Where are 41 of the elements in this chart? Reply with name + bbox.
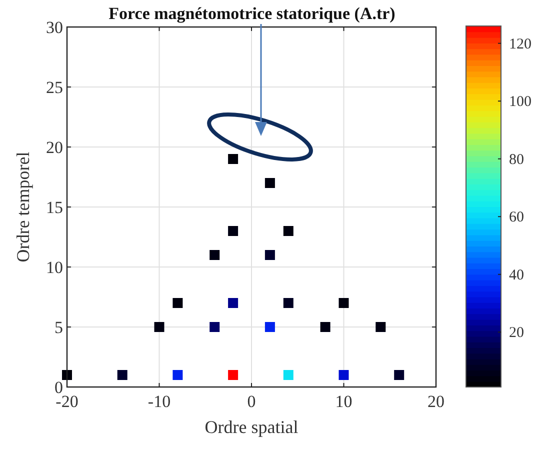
- point: [283, 226, 294, 236]
- point: [228, 154, 238, 164]
- x-tick-label: 20: [428, 392, 444, 411]
- color-bar-label: 60: [509, 210, 524, 226]
- y-axis-title: Ordre temporel: [13, 152, 33, 262]
- point: [264, 322, 275, 332]
- color-bar-label: 100: [509, 94, 532, 110]
- color-bar-label: 120: [509, 36, 532, 52]
- point: [283, 298, 294, 308]
- point: [210, 250, 220, 260]
- point: [62, 370, 72, 380]
- y-tick-label: 20: [46, 138, 63, 157]
- point: [264, 250, 275, 260]
- chart-title: Force magnétomotrice statorique (A.tr): [108, 4, 396, 23]
- point: [117, 370, 128, 380]
- y-tick-label: 10: [46, 258, 63, 277]
- point: [394, 370, 404, 380]
- point: [320, 322, 330, 332]
- point: [228, 298, 238, 308]
- point: [338, 298, 349, 308]
- point: [172, 298, 183, 308]
- point: [172, 370, 183, 380]
- point: [264, 178, 275, 188]
- x-tick-label: -10: [148, 392, 171, 411]
- x-axis-title: Ordre spatial: [204, 417, 298, 437]
- point: [228, 226, 238, 236]
- color-bar-label: 80: [509, 152, 524, 168]
- color-bar-label: 20: [509, 325, 524, 342]
- color-bar-label: 40: [509, 267, 524, 284]
- point: [228, 370, 238, 380]
- y-tick-label: 25: [46, 78, 63, 97]
- point: [210, 322, 220, 332]
- point: [283, 370, 294, 380]
- y-tick-label: 30: [46, 18, 63, 37]
- point: [338, 370, 349, 380]
- x-tick-label: 10: [335, 392, 352, 411]
- y-tick-label: 15: [46, 198, 63, 217]
- y-tick-label: 5: [54, 318, 63, 337]
- point: [154, 322, 164, 332]
- x-tick-label: 0: [247, 392, 256, 411]
- point: [376, 322, 386, 332]
